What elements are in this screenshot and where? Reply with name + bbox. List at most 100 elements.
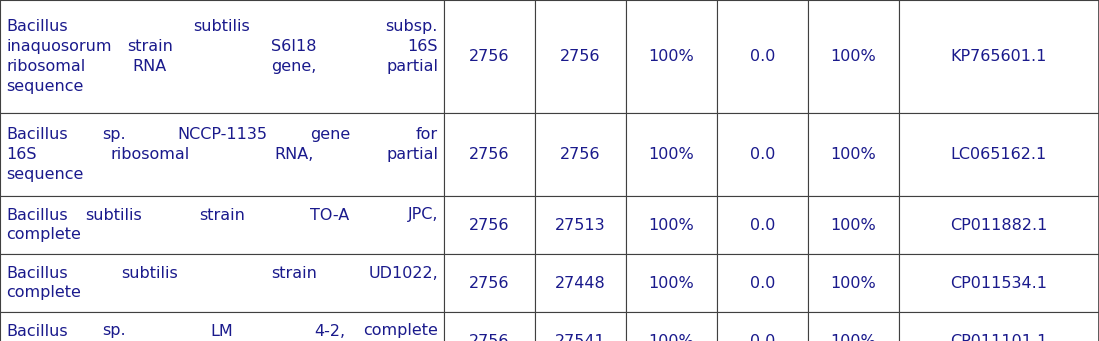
Bar bbox=[717, 0, 808, 113]
Text: 2756: 2756 bbox=[469, 147, 510, 162]
Bar bbox=[444, 0, 535, 113]
Text: for: for bbox=[415, 127, 439, 142]
Text: strain: strain bbox=[271, 266, 317, 281]
Bar bbox=[0, 254, 444, 312]
Text: S6I18: S6I18 bbox=[271, 39, 317, 54]
Text: CP011882.1: CP011882.1 bbox=[951, 218, 1047, 233]
Bar bbox=[717, 254, 808, 312]
Bar bbox=[0, 113, 444, 196]
Text: KP765601.1: KP765601.1 bbox=[951, 49, 1047, 64]
Text: 2756: 2756 bbox=[469, 276, 510, 291]
Text: 100%: 100% bbox=[648, 333, 695, 341]
Text: ribosomal: ribosomal bbox=[5, 59, 86, 74]
Text: 100%: 100% bbox=[831, 49, 876, 64]
Bar bbox=[899, 196, 1099, 254]
Bar bbox=[808, 254, 899, 312]
Text: 4-2,: 4-2, bbox=[314, 324, 345, 339]
Bar bbox=[717, 196, 808, 254]
Bar bbox=[535, 312, 626, 341]
Bar bbox=[535, 196, 626, 254]
Text: partial: partial bbox=[386, 59, 439, 74]
Text: LC065162.1: LC065162.1 bbox=[951, 147, 1047, 162]
Text: gene: gene bbox=[310, 127, 351, 142]
Text: 27541: 27541 bbox=[555, 333, 606, 341]
Text: 100%: 100% bbox=[648, 49, 695, 64]
Text: subtilis: subtilis bbox=[193, 19, 251, 34]
Text: subsp.: subsp. bbox=[386, 19, 439, 34]
Text: LM: LM bbox=[211, 324, 233, 339]
Bar bbox=[535, 113, 626, 196]
Text: complete: complete bbox=[363, 324, 439, 339]
Text: strain: strain bbox=[199, 208, 245, 222]
Text: 2756: 2756 bbox=[469, 333, 510, 341]
Bar bbox=[899, 312, 1099, 341]
Text: Bacillus: Bacillus bbox=[5, 208, 68, 222]
Text: JPC,: JPC, bbox=[408, 208, 439, 222]
Text: 0.0: 0.0 bbox=[750, 218, 775, 233]
Text: gene,: gene, bbox=[271, 59, 317, 74]
Bar bbox=[717, 113, 808, 196]
Bar bbox=[899, 254, 1099, 312]
Text: inaquosorum: inaquosorum bbox=[5, 39, 111, 54]
Bar bbox=[444, 254, 535, 312]
Text: 100%: 100% bbox=[831, 218, 876, 233]
Text: 2756: 2756 bbox=[469, 218, 510, 233]
Text: 0.0: 0.0 bbox=[750, 333, 775, 341]
Text: 0.0: 0.0 bbox=[750, 276, 775, 291]
Text: 16S: 16S bbox=[408, 39, 439, 54]
Text: subtilis: subtilis bbox=[86, 208, 143, 222]
Text: 0.0: 0.0 bbox=[750, 147, 775, 162]
Text: partial: partial bbox=[386, 147, 439, 162]
Text: 2756: 2756 bbox=[469, 49, 510, 64]
Bar bbox=[535, 0, 626, 113]
Bar bbox=[899, 113, 1099, 196]
Text: strain: strain bbox=[127, 39, 173, 54]
Text: 0.0: 0.0 bbox=[750, 49, 775, 64]
Text: 100%: 100% bbox=[831, 276, 876, 291]
Text: 100%: 100% bbox=[831, 333, 876, 341]
Bar bbox=[626, 113, 717, 196]
Text: sequence: sequence bbox=[5, 79, 84, 94]
Text: 100%: 100% bbox=[648, 276, 695, 291]
Bar bbox=[535, 254, 626, 312]
Bar bbox=[626, 312, 717, 341]
Bar bbox=[808, 113, 899, 196]
Bar bbox=[626, 0, 717, 113]
Text: Bacillus: Bacillus bbox=[5, 324, 68, 339]
Bar bbox=[444, 196, 535, 254]
Text: RNA: RNA bbox=[133, 59, 167, 74]
Text: CP011534.1: CP011534.1 bbox=[951, 276, 1047, 291]
Text: 100%: 100% bbox=[648, 147, 695, 162]
Text: NCCP-1135: NCCP-1135 bbox=[177, 127, 267, 142]
Text: sp.: sp. bbox=[102, 127, 125, 142]
Text: complete: complete bbox=[5, 227, 81, 242]
Text: 2756: 2756 bbox=[560, 49, 601, 64]
Bar bbox=[808, 196, 899, 254]
Text: 2756: 2756 bbox=[560, 147, 601, 162]
Bar bbox=[808, 0, 899, 113]
Text: sequence: sequence bbox=[5, 167, 84, 182]
Text: UD1022,: UD1022, bbox=[368, 266, 439, 281]
Bar bbox=[0, 312, 444, 341]
Bar bbox=[0, 0, 444, 113]
Text: RNA,: RNA, bbox=[275, 147, 313, 162]
Bar bbox=[626, 196, 717, 254]
Bar bbox=[808, 312, 899, 341]
Text: 27513: 27513 bbox=[555, 218, 606, 233]
Bar bbox=[626, 254, 717, 312]
Text: TO-A: TO-A bbox=[310, 208, 349, 222]
Text: sp.: sp. bbox=[102, 324, 125, 339]
Text: complete: complete bbox=[5, 285, 81, 300]
Text: 100%: 100% bbox=[648, 218, 695, 233]
Text: 16S: 16S bbox=[5, 147, 36, 162]
Bar bbox=[444, 312, 535, 341]
Bar bbox=[899, 0, 1099, 113]
Bar bbox=[717, 312, 808, 341]
Text: Bacillus: Bacillus bbox=[5, 266, 68, 281]
Text: ribosomal: ribosomal bbox=[110, 147, 190, 162]
Bar bbox=[0, 196, 444, 254]
Bar bbox=[444, 113, 535, 196]
Text: subtilis: subtilis bbox=[122, 266, 178, 281]
Text: 27448: 27448 bbox=[555, 276, 606, 291]
Text: Bacillus: Bacillus bbox=[5, 19, 68, 34]
